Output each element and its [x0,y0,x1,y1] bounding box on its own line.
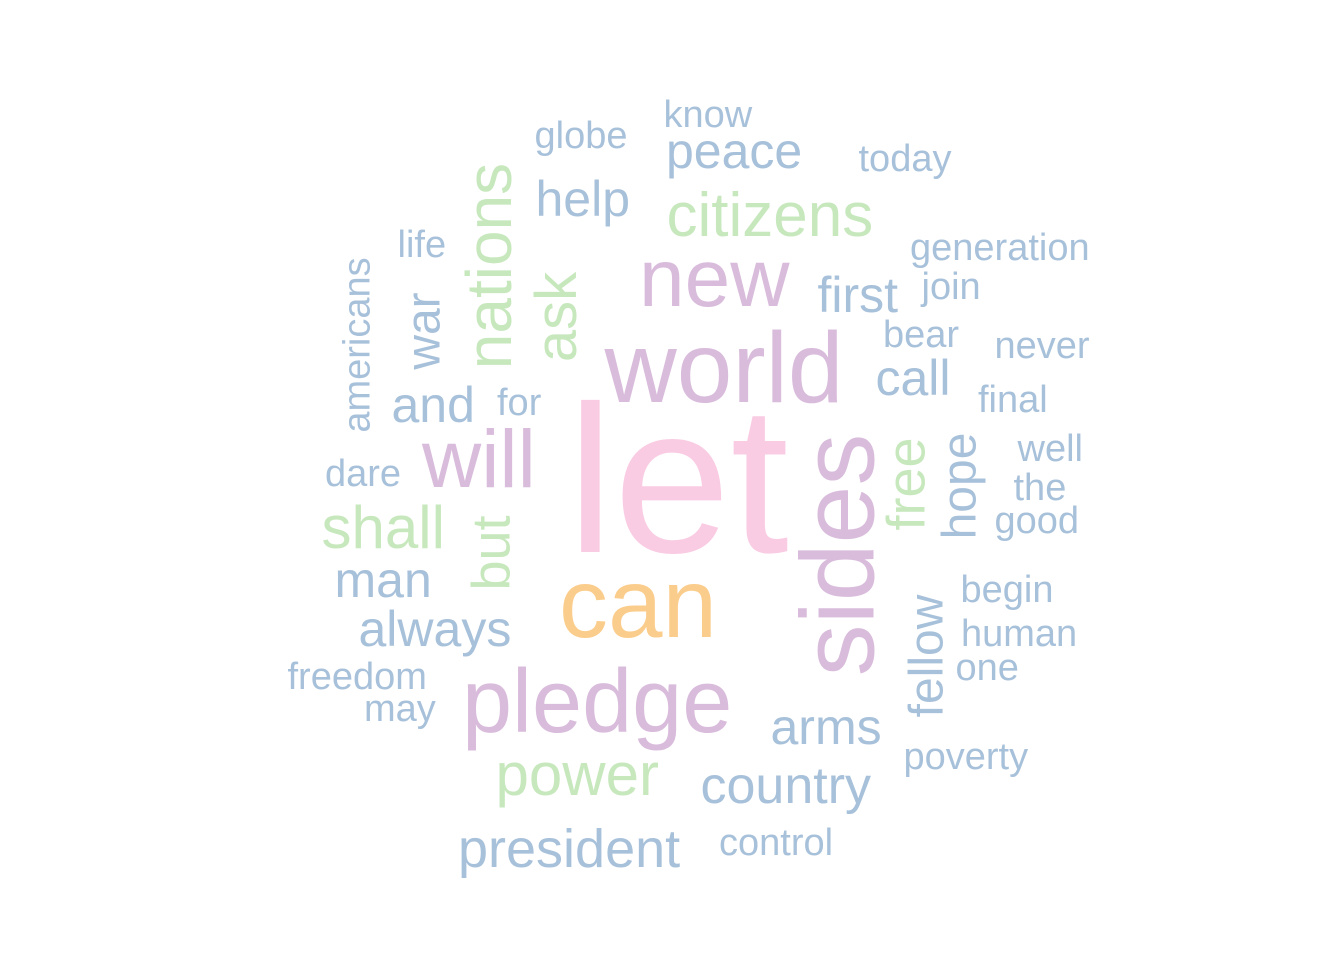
word-for: for [497,382,542,424]
word-arms: arms [770,699,882,755]
word-power: power [495,741,659,808]
word-shall: shall [321,494,445,561]
word-well: well [1017,428,1083,470]
word-pledge: pledge [462,652,733,752]
word-but: but [461,515,522,591]
word-help: help [535,171,631,227]
word-peace: peace [666,123,803,179]
word-hope: hope [932,432,986,540]
word-the: the [1013,467,1067,509]
word-country: country [700,757,872,815]
word-final: final [978,379,1048,421]
word-never: never [994,325,1090,367]
word-good: good [994,500,1080,542]
word-americans: americans [336,257,379,433]
word-free: free [876,437,937,531]
word-nations: nations [453,162,526,370]
word-fellow: fellow [899,594,953,718]
word-control: control [719,822,834,864]
word-poverty: poverty [903,736,1029,778]
word-know: know [663,94,753,136]
word-today: today [858,138,952,180]
word-begin: begin [960,569,1054,611]
word-will: will [422,414,536,505]
word-let: let [567,362,789,597]
word-first: first [817,267,899,323]
word-ask: ask [524,271,590,363]
word-president: president [458,819,681,879]
word-join: join [921,266,981,308]
word-world: world [604,312,844,424]
word-citizens: citizens [666,181,874,250]
word-and: and [391,377,475,433]
word-bear: bear [883,314,960,356]
word-life: life [397,224,447,266]
word-can: can [559,548,718,658]
word-generation: generation [910,227,1090,269]
word-globe: globe [534,115,628,157]
word-call: call [875,350,951,406]
word-always: always [358,601,512,657]
word-dare: dare [325,453,402,495]
word-freedom: freedom [287,656,427,698]
word-may: may [364,688,436,730]
word-new: new [639,233,790,324]
word-one: one [955,647,1019,689]
word-man: man [334,552,432,608]
word-human: human [961,613,1078,655]
word-war: war [397,292,451,370]
word-sides: sides [779,433,896,677]
